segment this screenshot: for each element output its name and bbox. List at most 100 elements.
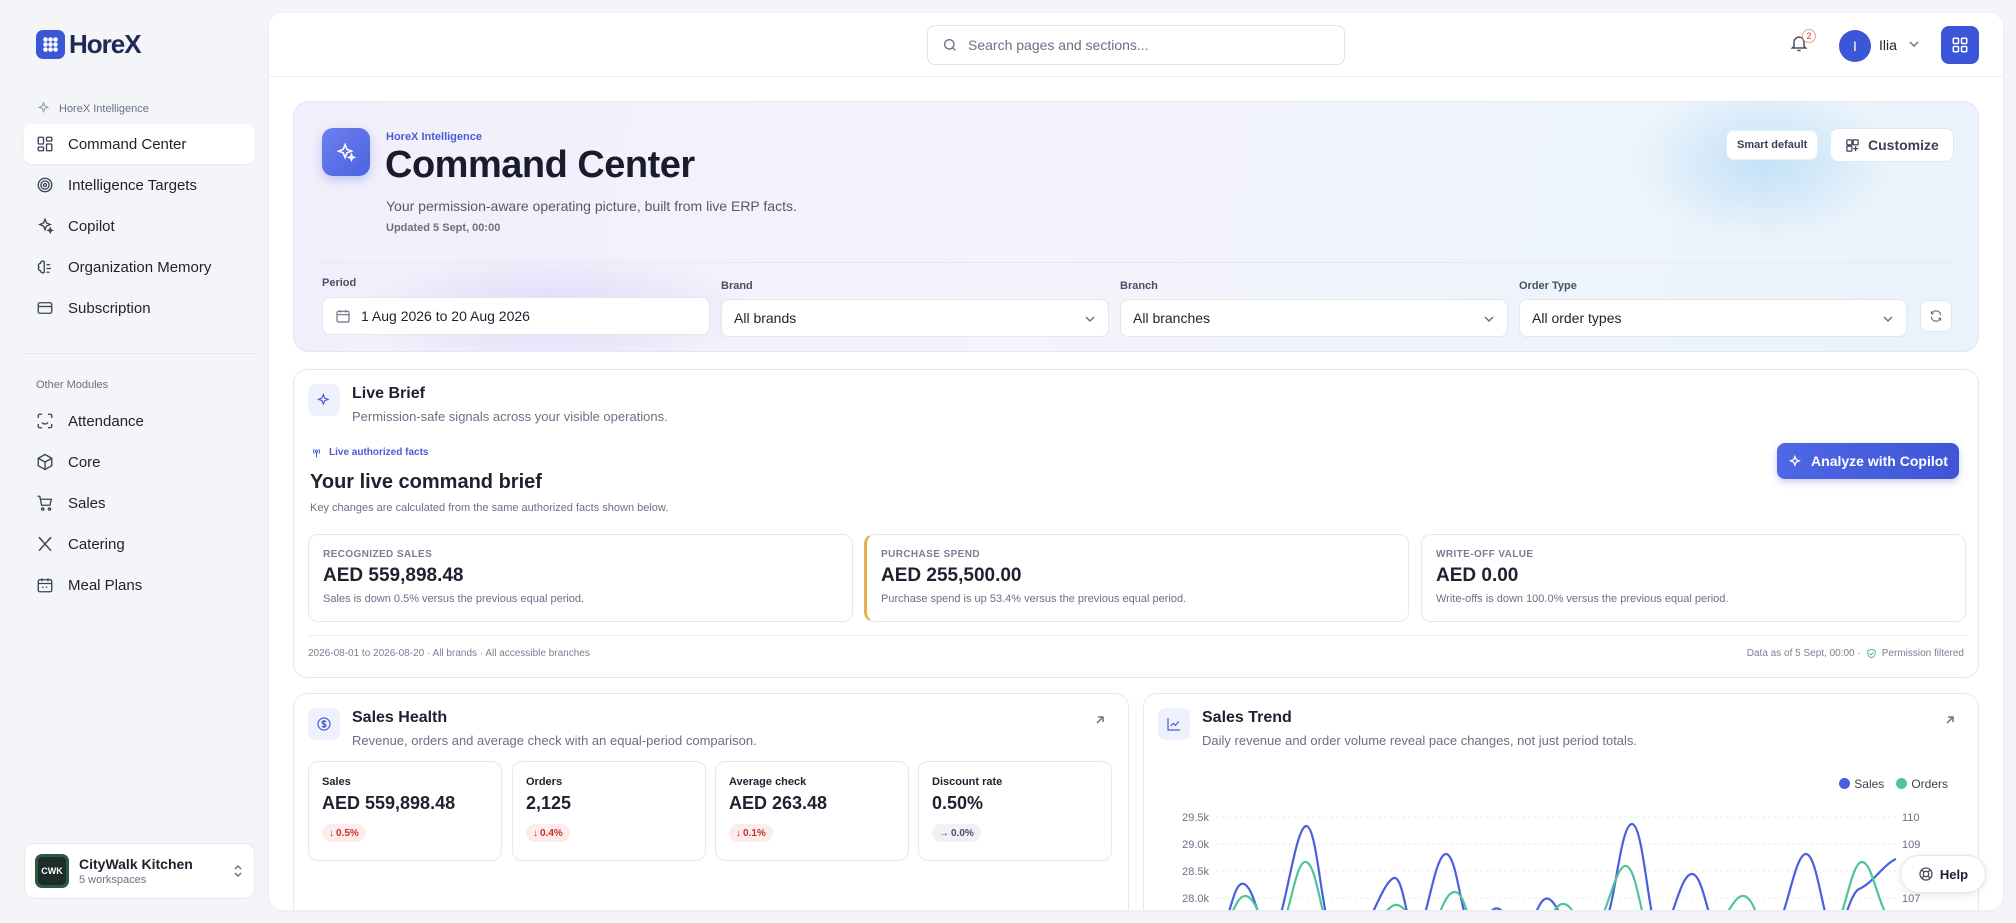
sales-line — [1228, 822, 1897, 910]
legend-dot — [1839, 778, 1851, 789]
change-badge: ↓ 0.4% — [526, 824, 570, 842]
user-name[interactable]: Ilia — [1879, 37, 1897, 53]
section-label-other-modules: Other Modules — [36, 379, 108, 391]
change-badge: ↓ 0.5% — [322, 824, 366, 842]
kpi-note: Write-offs is down 100.0% versus the pre… — [1436, 593, 1729, 605]
calendar-icon — [37, 578, 53, 593]
legend-item-orders[interactable]: Orders — [1896, 777, 1948, 791]
data-as-of: Data as of 5 Sept, 00:00 · — [1746, 648, 1861, 659]
kpi-purchase-spend[interactable]: PURCHASE SPEND AED 255,500.00 Purchase s… — [864, 534, 1409, 622]
legend-label: Sales — [1854, 777, 1885, 791]
period-label: Period — [322, 277, 357, 289]
kpi-label: PURCHASE SPEND — [881, 549, 980, 560]
sidebar-item-label: Command Center — [68, 135, 187, 153]
expand-arrow-icon[interactable] — [1094, 714, 1106, 726]
customize-button[interactable]: Customize — [1830, 128, 1954, 162]
brand-name: HoreX — [69, 29, 142, 59]
sidebar-item-organization-memory[interactable]: Organization Memory — [24, 247, 255, 287]
sidebar-item-label: Subscription — [68, 299, 151, 317]
metric-sales[interactable]: Sales AED 559,898.48 ↓ 0.5% — [308, 761, 502, 861]
brief-headline: Your live command brief — [310, 471, 542, 493]
apps-button[interactable] — [1941, 26, 1979, 64]
layout-icon — [1846, 138, 1859, 152]
calendar-icon — [336, 310, 350, 323]
period-picker[interactable]: 1 Aug 2026 to 20 Aug 2026 — [322, 297, 710, 335]
brand-select[interactable]: All brands — [721, 299, 1109, 337]
metric-label: Orders — [526, 776, 563, 788]
arrow-down-icon: ↓ — [329, 827, 334, 839]
workspace-name: CityWalk Kitchen — [79, 856, 193, 872]
branch-value: All branches — [1133, 310, 1211, 326]
y-right-tick: 110 — [1902, 812, 1920, 824]
branch-label: Branch — [1120, 280, 1158, 292]
sidebar-item-core[interactable]: Core — [24, 442, 255, 482]
brand-logo[interactable]: HoreX — [36, 29, 142, 60]
card-icon — [37, 302, 53, 314]
live-brief-subtitle: Permission-safe signals across your visi… — [352, 409, 668, 424]
metric-discount-rate[interactable]: Discount rate 0.50% → 0.0% — [918, 761, 1112, 861]
sidebar-item-command-center[interactable]: Command Center — [24, 124, 255, 164]
refresh-button[interactable] — [1920, 300, 1952, 332]
change-value: 0.1% — [743, 827, 766, 839]
sidebar-item-intelligence-targets[interactable]: Intelligence Targets — [24, 165, 255, 205]
smart-default-badge[interactable]: Smart default — [1726, 130, 1819, 160]
sales-health-subtitle: Revenue, orders and average check with a… — [352, 733, 757, 748]
sidebar-item-catering[interactable]: Catering — [24, 524, 255, 564]
metric-orders[interactable]: Orders 2,125 ↓ 0.4% — [512, 761, 706, 861]
live-brief-card: Live Brief Permission-safe signals acros… — [293, 369, 1979, 678]
order-type-select[interactable]: All order types — [1519, 299, 1907, 337]
help-label: Help — [1939, 866, 1969, 882]
avatar[interactable]: I — [1839, 30, 1871, 62]
live-brief-sparkle-icon — [308, 384, 340, 416]
analyze-with-copilot-button[interactable]: Analyze with Copilot — [1777, 443, 1959, 479]
bell-icon[interactable] — [1789, 33, 1809, 53]
sidebar-item-sales[interactable]: Sales — [24, 483, 255, 523]
chevron-down-icon[interactable] — [1908, 39, 1920, 49]
help-button[interactable]: Help — [1900, 855, 1986, 893]
workspace-switcher[interactable]: CWK CityWalk Kitchen 5 workspaces — [24, 843, 255, 899]
sidebar-item-copilot[interactable]: Copilot — [24, 206, 255, 246]
scan-face-icon — [37, 413, 53, 429]
chevron-down-icon — [1484, 316, 1494, 323]
metric-value: AED 263.48 — [729, 793, 828, 813]
sidebar-item-meal-plans[interactable]: Meal Plans — [24, 565, 255, 605]
live-authorized-tag: Live authorized facts — [310, 446, 428, 459]
sales-health-card: Sales Health Revenue, orders and average… — [293, 693, 1129, 910]
search-placeholder: Search pages and sections... — [968, 37, 1149, 53]
order-type-label: Order Type — [1519, 280, 1577, 292]
command-center-hero: HoreX Intelligence Command Center Your p… — [293, 101, 1979, 352]
sparkle-icon — [1788, 454, 1801, 467]
brain-icon — [37, 260, 51, 274]
metric-label: Sales — [322, 776, 351, 788]
kpi-value: AED 559,898.48 — [323, 565, 464, 586]
metric-label: Average check — [729, 776, 807, 788]
change-badge: → 0.0% — [932, 824, 981, 842]
brief-divider — [308, 635, 1966, 636]
y-left-tick: 28.5k — [1182, 866, 1209, 878]
brand-value: All brands — [734, 310, 797, 326]
sidebar-item-label: Catering — [68, 535, 125, 553]
expand-arrow-icon[interactable] — [1944, 714, 1956, 726]
kpi-write-off-value[interactable]: WRITE-OFF VALUE AED 0.00 Write-offs is d… — [1421, 534, 1966, 622]
sidebar-item-subscription[interactable]: Subscription — [24, 288, 255, 328]
kpi-note: Sales is down 0.5% versus the previous e… — [323, 593, 585, 605]
branch-select[interactable]: All branches — [1120, 299, 1508, 337]
analyze-label: Analyze with Copilot — [1811, 453, 1948, 469]
kpi-label: WRITE-OFF VALUE — [1436, 549, 1534, 560]
cart-icon — [37, 495, 53, 511]
arrow-down-icon: ↓ — [736, 827, 741, 839]
sidebar-item-label: Core — [68, 453, 101, 471]
kpi-recognized-sales[interactable]: RECOGNIZED SALES AED 559,898.48 Sales is… — [308, 534, 853, 622]
sidebar-item-label: Sales — [68, 494, 106, 512]
search-input[interactable]: Search pages and sections... — [927, 25, 1345, 65]
chart-legend: Sales Orders — [1839, 777, 1948, 791]
logo-mark-icon — [36, 30, 65, 59]
brief-data-freshness: Data as of 5 Sept, 00:00 · Permission fi… — [1747, 648, 1964, 659]
legend-item-sales[interactable]: Sales — [1839, 777, 1884, 791]
sidebar-item-label: Copilot — [68, 217, 115, 235]
change-badge: ↓ 0.1% — [729, 824, 773, 842]
sidebar-item-attendance[interactable]: Attendance — [24, 401, 255, 441]
metric-average-check[interactable]: Average check AED 263.48 ↓ 0.1% — [715, 761, 909, 861]
chevron-down-icon — [1085, 316, 1095, 323]
